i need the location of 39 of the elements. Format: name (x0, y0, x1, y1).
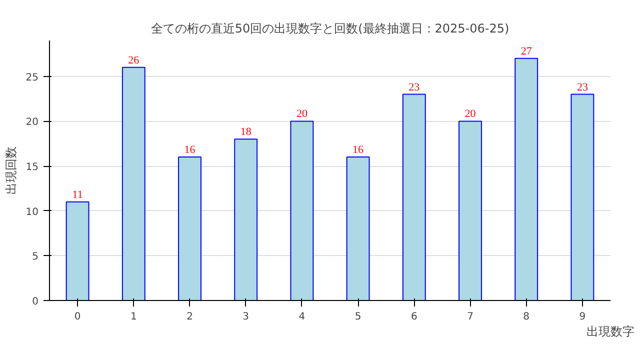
chart-title: 全ての桁の直近50回の出現数字と回数(最終抽選日：2025-06-25) (150, 22, 510, 36)
bar (234, 138, 258, 300)
bar (514, 58, 538, 300)
bar (402, 94, 426, 300)
x-tick-label: 6 (410, 312, 418, 322)
x-tick-label: 3 (242, 312, 250, 322)
x-tick-label: 5 (354, 312, 362, 322)
x-tick-label: 9 (579, 312, 586, 322)
x-tick-label: 4 (298, 312, 306, 322)
bar (570, 94, 594, 300)
bar (458, 120, 482, 300)
bar (290, 120, 314, 300)
x-tick-label: 0 (74, 312, 81, 322)
data-label: 18 (240, 126, 252, 138)
data-label: 20 (464, 108, 476, 120)
y-tick-label: 5 (32, 252, 39, 263)
bar (346, 156, 370, 300)
data-label: 27 (520, 45, 532, 58)
bar (122, 66, 146, 300)
data-label: 26 (128, 54, 140, 66)
y-tick-label: 25 (26, 72, 39, 84)
data-label: 23 (408, 81, 420, 94)
y-tick-label: 10 (26, 206, 39, 218)
y-tick-label: 0 (32, 296, 39, 308)
data-label: 23 (576, 81, 588, 94)
x-tick-label: 2 (186, 312, 193, 322)
x-tick-label: 8 (523, 312, 530, 322)
data-label: 20 (296, 108, 308, 120)
x-axis-title: 出現数字 (586, 324, 634, 338)
y-tick-label: 20 (26, 117, 39, 128)
data-label: 16 (184, 144, 196, 156)
y-axis-title: 出現回数 (4, 146, 18, 194)
y-tick-label: 15 (26, 162, 39, 174)
data-label: 11 (72, 188, 83, 201)
x-tick-label: 1 (130, 312, 137, 322)
bar (66, 201, 90, 300)
data-label: 16 (352, 144, 364, 156)
bar (178, 156, 202, 300)
x-tick-label: 7 (467, 312, 474, 322)
